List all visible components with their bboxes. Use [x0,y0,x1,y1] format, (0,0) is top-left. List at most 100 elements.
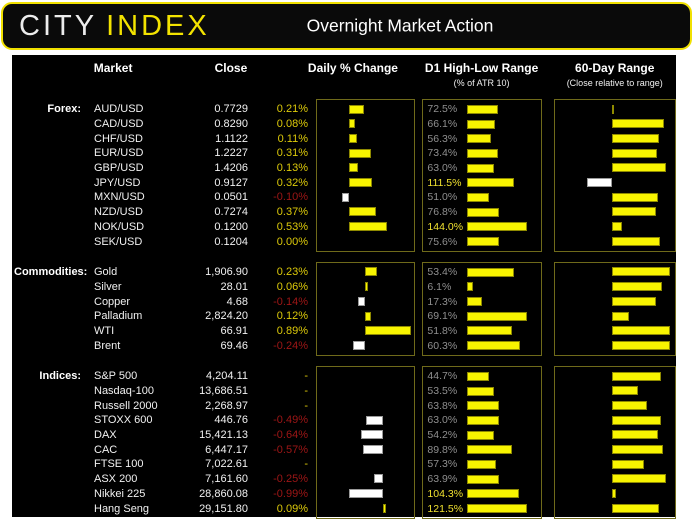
daily-change-cell [317,205,414,220]
range60-cell [555,131,675,146]
d1-range-bar [467,134,491,144]
market-name: Silver [94,280,122,293]
market-name: Nikkei 225 [94,487,146,500]
market-group: Forex: AUD/USD 0.7729 0.21% CAD/USD 0.8290 0.0… [14,99,676,252]
d1-range-bar [467,311,528,321]
market-name: CHF/USD [94,132,143,145]
d1-range-bar [467,326,513,336]
d1-range-label: 76.8% [427,206,458,219]
range60-cell [555,457,675,472]
d1-range-label: 60.3% [427,339,458,352]
daily-change-cell [317,102,414,117]
group-label: Indices: [39,370,81,383]
market-row: MXN/USD 0.0501 -0.10% [14,190,308,205]
daily-change-cell [317,309,414,324]
d1-range-cell: 144.0% [423,220,540,235]
daily-change-value: 0.21% [276,103,308,116]
range60-cell [555,102,675,117]
range60-bar [611,386,638,396]
d1-range-cell: 72.5% [423,102,540,117]
close-value: 446.76 [214,414,248,427]
market-row: Brent 69.46 -0.24% [14,338,308,353]
market-row: CAC 6,447.17 -0.57% [14,442,308,457]
daily-change-cell [317,428,414,443]
daily-change-cell [317,442,414,457]
daily-change-value: 0.06% [276,280,308,293]
market-table: Market Close Daily % Change D1 High-Low … [12,55,676,519]
daily-change-bar [361,430,383,440]
d1-range-bar [467,371,490,381]
daily-change-value: 0.11% [277,132,308,145]
d1-range-cell: 121.5% [423,501,540,516]
logo-index-text: INDEX [106,9,210,42]
range60-cell [555,442,675,457]
range60-bar [611,371,662,381]
close-value: 7,161.60 [205,473,248,486]
close-value: 0.1204 [214,235,248,248]
market-name: Brent [94,339,121,352]
daily-change-value: -0.10% [273,191,308,204]
daily-change-value: -0.57% [273,443,308,456]
market-row: Palladium 2,824.20 0.12% [14,309,308,324]
d1-range-cell: 56.3% [423,131,540,146]
d1-range-cell: 73.4% [423,146,540,161]
market-row: FTSE 100 7,022.61 - [14,457,308,472]
d1-range-bar [467,222,528,232]
d1-range-cell: 63.0% [423,161,540,176]
range60-bar [611,119,664,129]
range60-cell [555,338,675,353]
market-row: DAX 15,421.13 -0.64% [14,428,308,443]
daily-change-bar [349,133,357,143]
range60-cell [555,280,675,295]
range60-bar [611,236,660,246]
market-row: CAD/USD 0.8290 0.08% [14,117,308,132]
d1-range-cell: 57.3% [423,457,540,472]
range60-cell [555,294,675,309]
d1-range-label: 51.8% [427,324,458,337]
market-name: NZD/USD [94,206,143,219]
market-name: EUR/USD [94,147,144,160]
range60-cell [555,234,675,249]
d1-range-label: 121.5% [427,502,464,515]
d1-range-bar [467,282,473,292]
daily-change-bar [365,282,369,292]
range60-bar [611,296,657,306]
range60-bar [611,474,666,484]
range60-bar [611,503,660,513]
d1-range-label: 57.3% [427,458,458,471]
d1-range-header-text: D1 High-Low Range [424,61,539,75]
d1-range-cell: 104.3% [423,487,540,502]
d1-range-bar [467,207,500,217]
d1-range-label: 53.4% [427,266,458,279]
daily-change-value: -0.99% [273,487,308,500]
close-value: 7,022.61 [205,458,248,471]
d1-range-panel: 44.7% 53.5% 63.8% 63.0% 54.2% 89.8% 57.3% 63.9%… [422,366,542,519]
d1-range-cell: 54.2% [423,428,540,443]
range60-bar [611,459,645,469]
market-row: NZD/USD 0.7274 0.37% [14,205,308,220]
d1-range-label: 63.0% [427,162,458,175]
market-name: Hang Seng [94,502,150,515]
d1-range-label: 69.1% [427,310,458,323]
daily-change-panel [316,261,416,356]
range60-cell [555,220,675,235]
d1-range-bar [467,445,512,455]
market-row: CHF/USD 1.1122 0.11% [14,131,308,146]
daily-change-bar [374,474,383,484]
daily-change-cell [317,384,414,399]
d1-range-bar [467,237,499,247]
d1-range-label: 56.3% [427,132,458,145]
market-name: SEK/USD [94,235,143,248]
daily-change-bar [365,311,372,321]
close-value: 0.1200 [214,220,248,233]
close-value: 69.46 [220,339,248,352]
market-row: Silver 28.01 0.06% [14,280,308,295]
range60-bar [611,207,656,217]
market-group: Indices: S&P 500 4,204.11 - Nasdaq-100 13,686… [14,366,676,519]
d1-range-bar [467,401,499,411]
d1-range-label: 72.5% [427,103,458,116]
d1-range-bar [467,119,495,129]
close-value: 29,151.80 [199,502,248,515]
d1-range-label: 111.5% [427,176,462,189]
